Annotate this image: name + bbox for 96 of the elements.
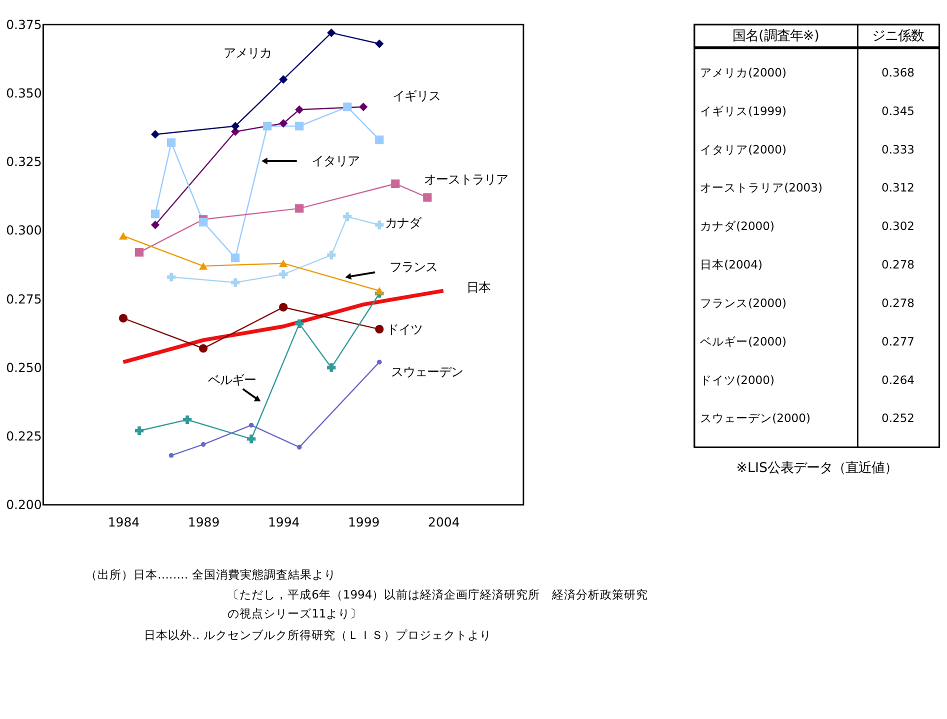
data-label: 0.312	[882, 180, 914, 195]
y-tick-label: 0.275	[6, 291, 42, 306]
data-label: 0.277	[882, 334, 914, 348]
point	[247, 434, 256, 444]
point	[279, 270, 288, 279]
x-tick-label: 1994	[268, 514, 300, 530]
category-label: ドイツ(2000)	[700, 372, 774, 387]
point	[423, 193, 432, 202]
point	[263, 122, 272, 130]
category-label: イタリア(2000)	[700, 142, 786, 156]
point	[166, 272, 176, 282]
y-tick-label: 0.350	[6, 86, 42, 101]
point	[134, 426, 144, 436]
category-label: スウェーデン(2000)	[700, 411, 810, 426]
data-label: 0.264	[882, 372, 914, 387]
series-label: カナダ	[384, 214, 422, 230]
point	[134, 248, 144, 257]
point	[200, 442, 206, 447]
point	[359, 102, 368, 112]
data-label: 0.333	[882, 142, 914, 156]
point	[327, 363, 336, 372]
point	[231, 278, 240, 287]
series-label: イギリス	[392, 88, 440, 104]
y-tick-label: 0.375	[6, 16, 42, 32]
point	[376, 360, 382, 365]
y-tick-label: 0.225	[6, 428, 42, 444]
x-tick-label: 1984	[108, 514, 140, 530]
y-tick-label: 0.325	[6, 154, 42, 170]
point	[343, 212, 352, 221]
category-label: アメリカ(2000)	[700, 65, 786, 80]
point	[182, 415, 192, 424]
point	[375, 39, 384, 48]
point	[295, 122, 304, 130]
point	[199, 262, 208, 270]
category-label: ベルギー(2000)	[700, 334, 786, 348]
point	[279, 260, 288, 268]
point	[118, 232, 128, 240]
series-label: ベルギー	[208, 372, 256, 387]
data-label: 0.278	[882, 258, 914, 272]
y-tick-label: 0.300	[6, 222, 42, 238]
series-label: オーストラリア	[424, 172, 508, 187]
series-label: フランス	[390, 258, 438, 274]
data-label: 0.252	[882, 411, 914, 426]
x-tick-label: 1989	[188, 514, 220, 530]
point	[231, 122, 240, 130]
point	[118, 314, 128, 322]
point	[279, 119, 288, 128]
point	[150, 220, 160, 230]
series-label: スウェーデン	[391, 364, 464, 379]
point	[166, 138, 176, 147]
category-label: フランス(2000)	[700, 296, 786, 310]
data-label: 0.368	[882, 65, 914, 80]
series-label: ドイツ	[386, 322, 423, 337]
point	[296, 444, 302, 450]
text: 日本以外‥ ルクセンブルク所得研究（ＬＩＳ）プロジェクトより	[144, 628, 492, 642]
category-label: イギリス(1999)	[700, 104, 786, 118]
category-label: 日本(2004)	[700, 258, 762, 272]
point	[375, 324, 384, 334]
point	[231, 254, 240, 262]
text: （出所）日本‥‥‥‥ 全国消費実態調査結果より	[85, 568, 336, 582]
line-series	[121, 288, 446, 364]
y-tick-label: 0.250	[6, 360, 42, 375]
category-label: オーストラリア(2003)	[700, 180, 822, 195]
data-label: 0.345	[882, 104, 914, 118]
point	[295, 204, 304, 213]
point	[248, 422, 254, 428]
series-label: イタリア	[311, 152, 360, 168]
x-tick-label: 2004	[428, 514, 460, 530]
point	[343, 102, 352, 112]
point	[168, 453, 174, 458]
x-tick-label: 1999	[348, 514, 380, 530]
category-label: カナダ(2000)	[700, 219, 774, 234]
point	[199, 344, 208, 353]
point	[279, 302, 288, 312]
point	[199, 218, 208, 226]
point	[375, 136, 384, 144]
text: の視点シリーズ11より〕	[228, 606, 362, 620]
series-label: アメリカ	[223, 45, 272, 60]
point	[279, 75, 288, 84]
series-label: 日本	[466, 279, 490, 294]
point	[295, 319, 304, 328]
text: ジニ係数	[872, 28, 924, 44]
point	[327, 28, 336, 38]
point	[375, 220, 384, 230]
point	[150, 130, 160, 139]
text: 〔ただし，平成6年（1994）以前は経済企画庁経済研究所 経済分析政策研究	[228, 587, 648, 602]
point	[327, 250, 336, 260]
point	[150, 210, 160, 218]
y-tick-label: 0.200	[6, 497, 42, 512]
point	[295, 105, 304, 114]
data-label: 0.278	[882, 296, 914, 310]
text: 国名(調査年※)	[732, 28, 820, 44]
point	[375, 287, 384, 294]
text: ※LIS公表データ（直近値）	[736, 461, 898, 476]
data-label: 0.302	[882, 219, 914, 234]
point	[391, 179, 400, 188]
